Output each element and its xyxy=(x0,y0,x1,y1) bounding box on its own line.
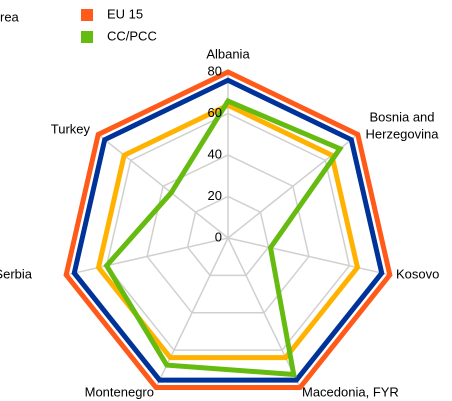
tick-label: 0 xyxy=(215,229,222,244)
axis-label: Montenegro xyxy=(85,384,154,399)
spoke xyxy=(227,237,391,276)
tick-label: 40 xyxy=(208,146,222,161)
tick-label: 20 xyxy=(208,188,222,203)
axis-label: Herzegovina xyxy=(366,126,440,141)
series-line xyxy=(95,102,361,361)
series-line xyxy=(103,97,344,378)
legend-label: CC/PCC xyxy=(107,28,157,43)
spoke xyxy=(65,237,229,276)
axis-label: Macedonia, FYR xyxy=(302,384,399,399)
axis-label: Kosovo xyxy=(396,266,439,281)
tick-label: 80 xyxy=(208,63,222,78)
axis-label: Turkey xyxy=(51,121,91,136)
series-line xyxy=(63,69,393,391)
axis-label: Albania xyxy=(206,46,250,61)
legend-label: EU 15 xyxy=(107,6,143,21)
axis-label: Bosnia and xyxy=(369,109,434,124)
legend-marker xyxy=(81,31,93,43)
tick-label: 60 xyxy=(208,105,222,120)
legend-fragment: rea xyxy=(0,9,20,24)
legend-marker xyxy=(81,9,93,21)
axis-label: Serbia xyxy=(0,266,33,281)
grid-line xyxy=(146,154,310,314)
series-line xyxy=(71,77,385,383)
grid-line xyxy=(186,195,270,277)
grid-line xyxy=(105,112,351,351)
spoke xyxy=(97,133,229,239)
spoke xyxy=(227,237,301,388)
